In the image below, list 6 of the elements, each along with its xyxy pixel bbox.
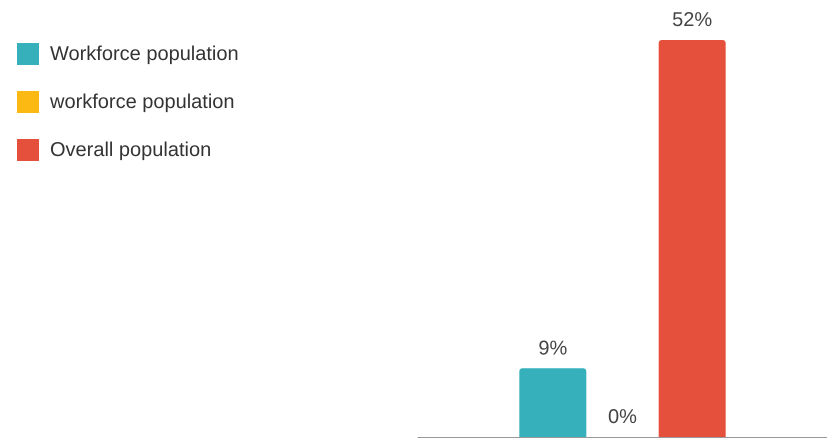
legend-label: Workforce population: [50, 43, 239, 65]
legend-label: workforce population: [49, 91, 235, 113]
legend-label: Overall population: [50, 139, 212, 161]
data-label: 0%: [608, 406, 638, 428]
data-label: 9%: [538, 337, 568, 360]
data-label: 52%: [672, 9, 712, 31]
